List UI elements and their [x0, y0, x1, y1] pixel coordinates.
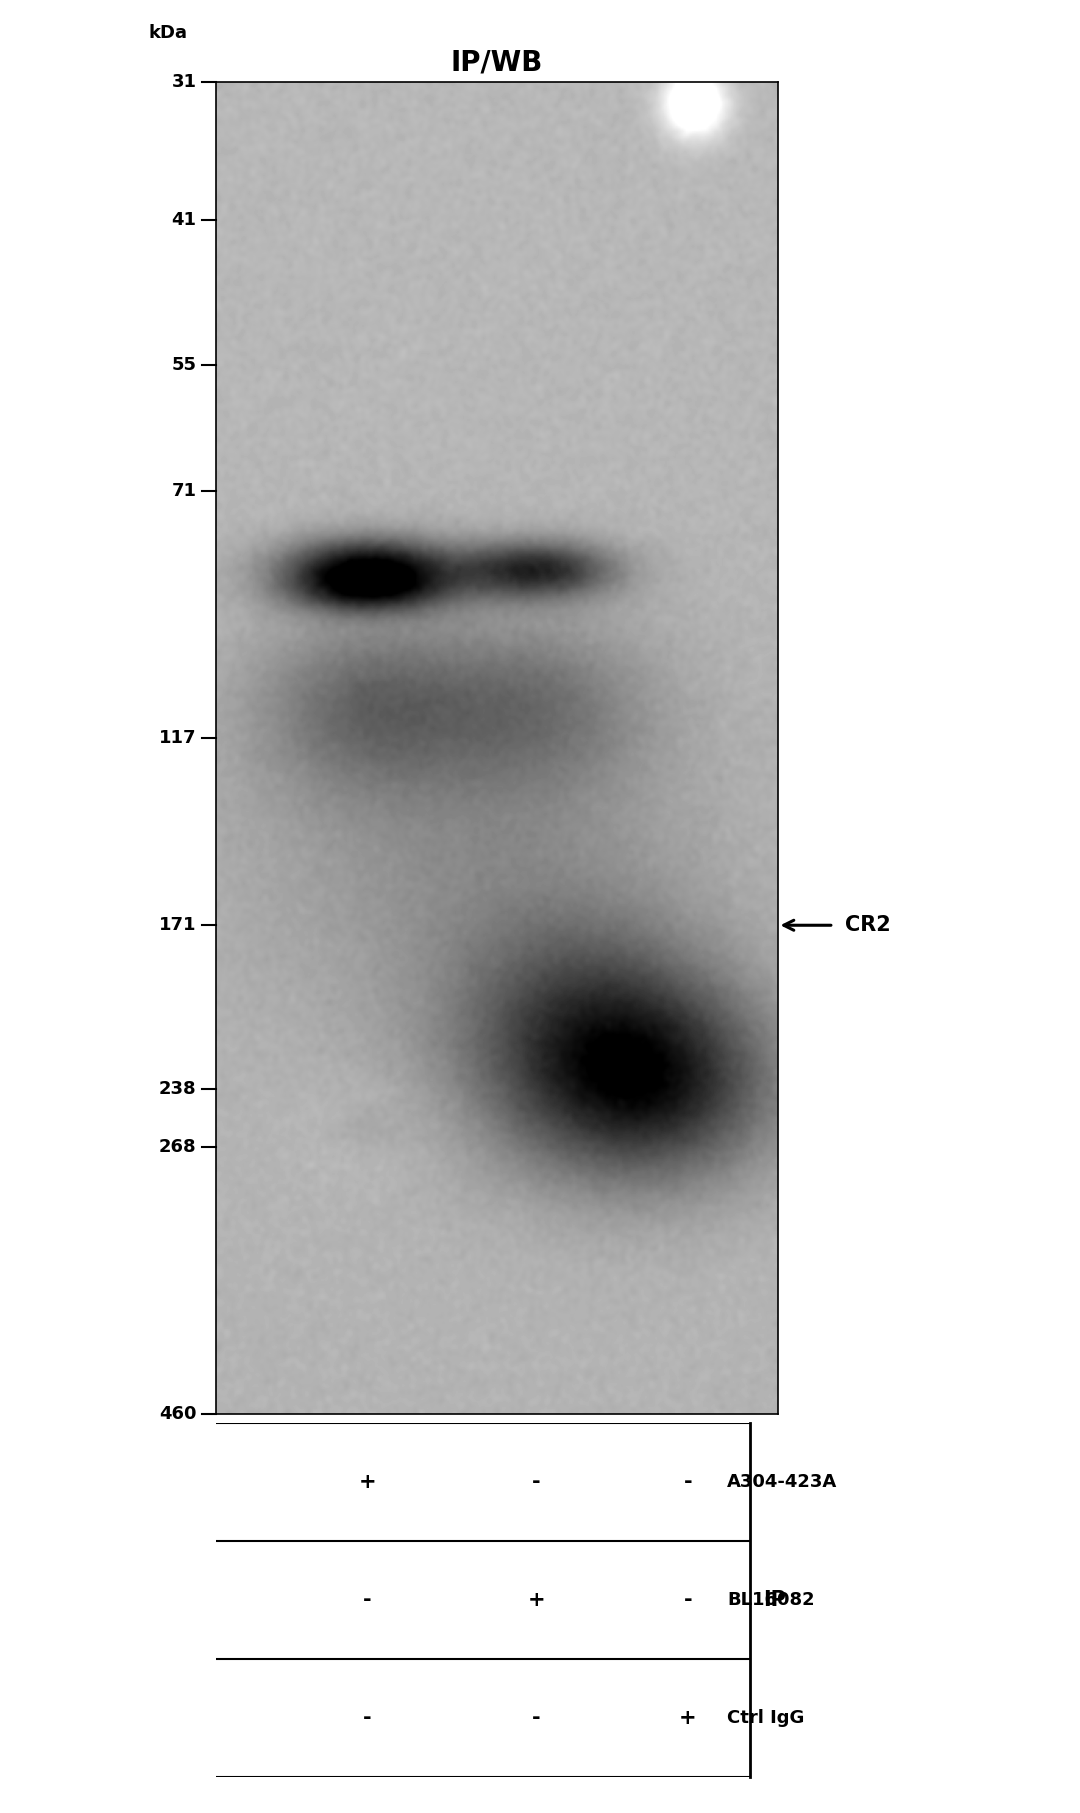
Text: A304-423A: A304-423A	[727, 1474, 837, 1490]
Text: +: +	[359, 1472, 377, 1492]
Text: 41: 41	[172, 210, 197, 228]
Text: 460: 460	[159, 1405, 197, 1423]
Text: -: -	[531, 1708, 540, 1728]
Text: -: -	[531, 1472, 540, 1492]
Text: IP: IP	[764, 1590, 786, 1610]
Text: 268: 268	[159, 1139, 197, 1157]
Text: -: -	[363, 1590, 372, 1610]
Text: Ctrl IgG: Ctrl IgG	[727, 1710, 805, 1726]
Text: 71: 71	[172, 482, 197, 500]
Text: 117: 117	[159, 729, 197, 747]
Text: 171: 171	[159, 916, 197, 934]
Text: -: -	[684, 1590, 692, 1610]
Text: 31: 31	[172, 73, 197, 91]
Text: -: -	[684, 1472, 692, 1492]
Text: 238: 238	[159, 1079, 197, 1097]
Text: +: +	[527, 1590, 545, 1610]
Text: kDa: kDa	[149, 24, 188, 42]
Text: -: -	[363, 1708, 372, 1728]
Text: BL16082: BL16082	[727, 1592, 814, 1608]
Title: IP/WB: IP/WB	[450, 49, 543, 76]
Text: CR2: CR2	[845, 916, 891, 936]
Text: 55: 55	[172, 355, 197, 373]
Text: +: +	[679, 1708, 697, 1728]
